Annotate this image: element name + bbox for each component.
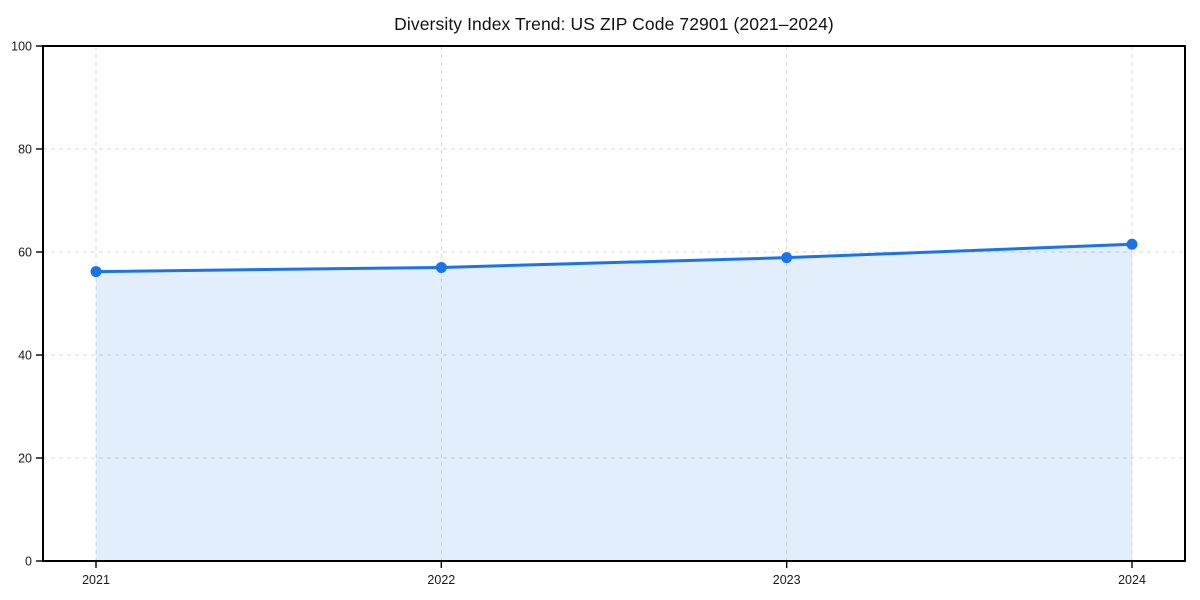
data-point-marker-2022 xyxy=(435,261,447,273)
y-axis-tick-label: 40 xyxy=(18,349,32,363)
y-axis-tick-label: 60 xyxy=(18,246,32,260)
x-axis-tick-label: 2021 xyxy=(82,573,110,587)
y-axis-tick-label: 100 xyxy=(11,40,32,54)
x-axis-tick-label: 2023 xyxy=(773,573,801,587)
data-point-marker-2021 xyxy=(90,266,102,278)
x-axis-tick-label: 2022 xyxy=(427,573,455,587)
x-axis-tick-label: 2024 xyxy=(1118,573,1146,587)
data-point-marker-2024 xyxy=(1126,238,1138,250)
data-point-marker-2023 xyxy=(781,252,793,264)
chart-title: Diversity Index Trend: US ZIP Code 72901… xyxy=(394,14,834,34)
y-axis-tick-label: 0 xyxy=(25,555,32,569)
trend-line xyxy=(94,242,1134,274)
y-axis-tick-label: 80 xyxy=(18,143,32,157)
plot-frame xyxy=(42,45,1186,562)
y-axis-tick-label: 20 xyxy=(18,452,32,466)
area-fill xyxy=(96,244,1132,561)
